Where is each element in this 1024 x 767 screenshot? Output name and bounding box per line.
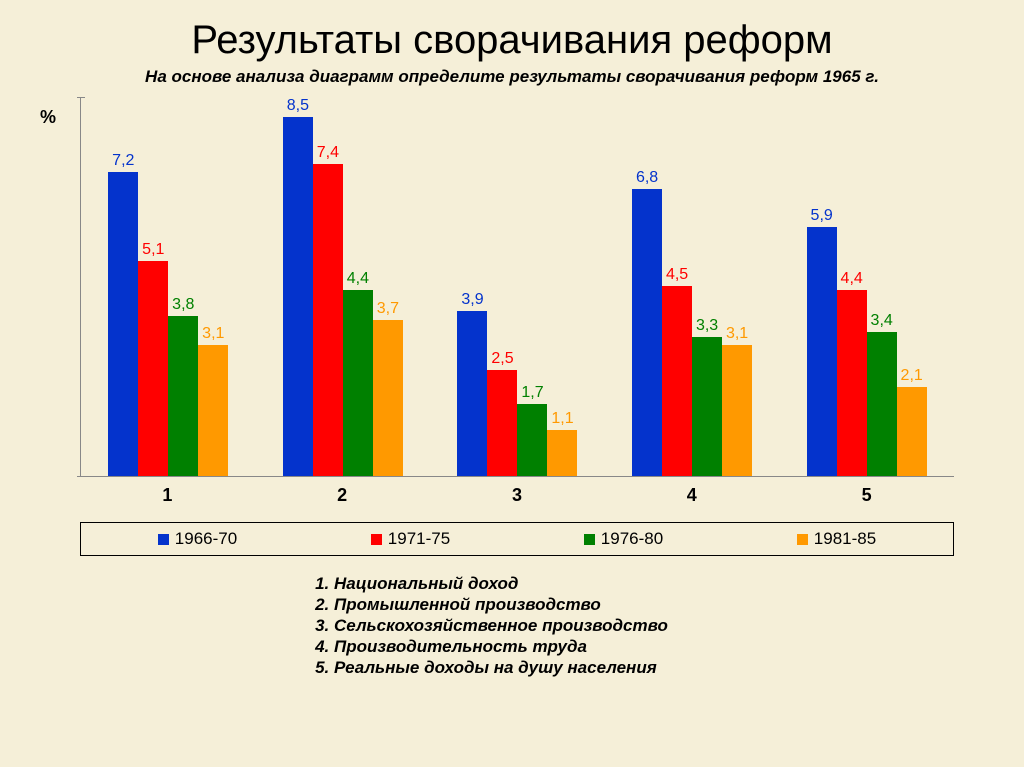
legend-item: 1981-85 — [797, 529, 876, 549]
bar-value-label: 6,8 — [636, 169, 658, 187]
bar-value-label: 4,4 — [347, 270, 369, 288]
bar-group: 3,92,51,71,1 — [457, 311, 577, 476]
bar-value-label: 1,1 — [551, 410, 573, 428]
legend-swatch — [584, 534, 595, 545]
bar: 5,9 — [807, 227, 837, 476]
y-axis-label: % — [40, 107, 56, 128]
bar: 2,1 — [897, 387, 927, 476]
x-tick-label: 3 — [457, 485, 577, 506]
bar: 3,4 — [867, 332, 897, 476]
bar: 3,8 — [168, 316, 198, 476]
bar: 1,7 — [517, 404, 547, 476]
bar-group: 8,57,44,43,7 — [283, 117, 403, 476]
footnote-item: Производительность труда — [334, 637, 994, 657]
bar-value-label: 7,4 — [317, 144, 339, 162]
bar-value-label: 3,1 — [202, 325, 224, 343]
legend-item: 1971-75 — [371, 529, 450, 549]
legend-label: 1971-75 — [388, 529, 450, 549]
bar-value-label: 3,9 — [461, 291, 483, 309]
bar-group: 6,84,53,33,1 — [632, 189, 752, 476]
bar-value-label: 3,7 — [377, 300, 399, 318]
bar-value-label: 4,4 — [841, 270, 863, 288]
bar: 4,5 — [662, 286, 692, 476]
chart: % 7,25,13,83,18,57,44,43,73,92,51,71,16,… — [80, 97, 954, 506]
bar-value-label: 2,1 — [901, 367, 923, 385]
footnote-item: Национальный доход — [334, 574, 994, 594]
bar-value-label: 8,5 — [287, 97, 309, 115]
footnote-item: Реальные доходы на душу населения — [334, 658, 994, 678]
x-tick-label: 2 — [282, 485, 402, 506]
bar-value-label: 3,1 — [726, 325, 748, 343]
legend-item: 1976-80 — [584, 529, 663, 549]
bar-value-label: 4,5 — [666, 266, 688, 284]
bar-value-label: 3,8 — [172, 296, 194, 314]
bar: 3,7 — [373, 320, 403, 476]
footnote-item: Промышленной производство — [334, 595, 994, 615]
x-axis: 1 2 3 4 5 — [80, 485, 954, 506]
bar-value-label: 2,5 — [491, 350, 513, 368]
bar-value-label: 5,1 — [142, 241, 164, 259]
legend-swatch — [371, 534, 382, 545]
legend-swatch — [158, 534, 169, 545]
bar-group: 7,25,13,83,1 — [108, 172, 228, 476]
bar: 4,4 — [837, 290, 867, 476]
axis-tick — [77, 476, 85, 477]
bar: 1,1 — [547, 430, 577, 476]
bar: 5,1 — [138, 261, 168, 476]
bar-value-label: 1,7 — [521, 384, 543, 402]
footnote-item: Сельскохозяйственное производство — [334, 616, 994, 636]
slide: Результаты сворачивания реформ На основе… — [0, 0, 1024, 767]
bar: 3,3 — [692, 337, 722, 476]
legend: 1966-70 1971-75 1976-80 1981-85 — [80, 522, 954, 556]
legend-item: 1966-70 — [158, 529, 237, 549]
legend-swatch — [797, 534, 808, 545]
bar-group: 5,94,43,42,1 — [807, 227, 927, 476]
bar-value-label: 3,3 — [696, 317, 718, 335]
bar-value-label: 3,4 — [871, 312, 893, 330]
slide-title: Результаты сворачивания реформ — [30, 18, 994, 63]
bar: 3,1 — [198, 345, 228, 476]
bar: 3,9 — [457, 311, 487, 476]
bar-groups: 7,25,13,83,18,57,44,43,73,92,51,71,16,84… — [81, 97, 954, 476]
bar: 3,1 — [722, 345, 752, 476]
bar: 7,2 — [108, 172, 138, 476]
bar: 8,5 — [283, 117, 313, 476]
bar: 7,4 — [313, 164, 343, 476]
bar: 6,8 — [632, 189, 662, 476]
x-tick-label: 5 — [807, 485, 927, 506]
legend-label: 1976-80 — [601, 529, 663, 549]
bar: 2,5 — [487, 370, 517, 476]
legend-label: 1981-85 — [814, 529, 876, 549]
slide-subtitle: На основе анализа диаграмм определите ре… — [30, 67, 994, 87]
plot-area: 7,25,13,83,18,57,44,43,73,92,51,71,16,84… — [80, 97, 954, 477]
bar-value-label: 5,9 — [811, 207, 833, 225]
x-tick-label: 1 — [107, 485, 227, 506]
bar-value-label: 7,2 — [112, 152, 134, 170]
x-tick-label: 4 — [632, 485, 752, 506]
legend-label: 1966-70 — [175, 529, 237, 549]
footnotes: Национальный доходПромышленной производс… — [310, 574, 994, 678]
bar: 4,4 — [343, 290, 373, 476]
